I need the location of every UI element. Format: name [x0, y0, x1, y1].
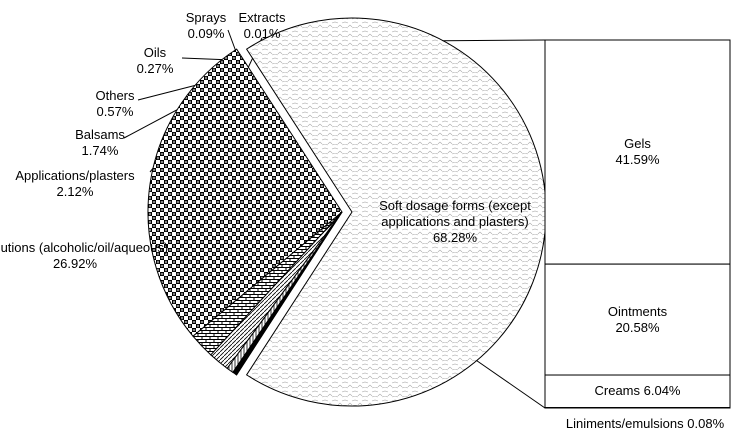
- data-label: Extracts 0.01%: [239, 10, 286, 42]
- data-label: Soft dosage forms (except applications a…: [350, 198, 560, 246]
- label-part: Others: [95, 88, 135, 103]
- data-label: Others 0.57%: [95, 88, 134, 120]
- label-part: Soft dosage forms (except applications a…: [379, 198, 531, 229]
- label-part: 68.28%: [432, 230, 478, 245]
- label-part: Balsams: [75, 127, 125, 142]
- bar-segment: [544, 374, 731, 409]
- label-part: Solutions (alcoholic/oil/aqueous): [0, 240, 169, 255]
- pie-slice: [235, 211, 343, 376]
- label-part: Oils: [143, 45, 167, 60]
- connector-line: [443, 39, 546, 42]
- bar-segment: [544, 39, 731, 265]
- data-label: Creams 6.04%: [594, 383, 680, 399]
- label-part: 41.59%: [615, 152, 660, 168]
- data-label: Balsams 1.74%: [75, 127, 125, 159]
- data-label: Gels 41.59%: [615, 136, 659, 168]
- label-part: 20.58%: [615, 319, 660, 335]
- label-part: Liniments/emulsions: [565, 416, 684, 431]
- data-label: Sprays 0.09%: [186, 10, 226, 42]
- label-part: 0.01%: [243, 26, 281, 41]
- label-part: Creams: [594, 383, 641, 399]
- label-part: 26.92%: [52, 256, 98, 271]
- connector-line: [476, 360, 546, 409]
- label-part: Applications/plasters: [15, 168, 135, 183]
- label-part: 0.09%: [187, 26, 225, 41]
- label-part: 0.57%: [96, 104, 134, 119]
- label-part: Gels: [624, 136, 651, 152]
- label-part: 1.74%: [81, 143, 119, 158]
- label-part: Sprays: [185, 10, 227, 25]
- label-part: Extracts: [238, 10, 286, 25]
- bar-segment: [544, 263, 731, 376]
- data-label: Ointments 20.58%: [608, 304, 667, 336]
- label-part: 6.04%: [643, 383, 681, 399]
- data-label: Oils 0.27%: [137, 45, 174, 77]
- data-label: Applications/plasters 2.12%: [15, 168, 134, 200]
- label-part: 0.08%: [687, 416, 725, 431]
- data-label: Liniments/emulsions 0.08%: [566, 416, 724, 432]
- label-part: 2.12%: [56, 184, 94, 199]
- label-part: 0.27%: [136, 61, 174, 76]
- pie-slice: [147, 48, 343, 337]
- label-part: Ointments: [607, 303, 668, 319]
- data-label: Solutions (alcoholic/oil/aqueous) 26.92%: [0, 240, 168, 272]
